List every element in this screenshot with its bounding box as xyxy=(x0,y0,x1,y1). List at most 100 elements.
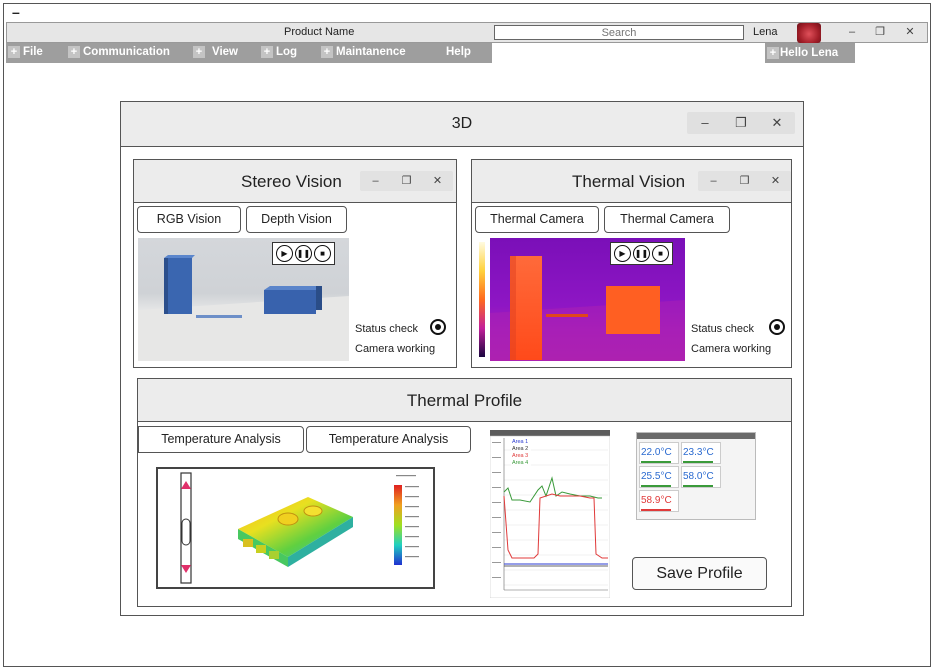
app-close-icon[interactable]: ✕ xyxy=(905,26,915,38)
tab-rgb-vision[interactable]: RGB Vision xyxy=(137,206,241,233)
app-minimize-icon[interactable]: – xyxy=(848,26,856,38)
thermal-vision-header: Thermal Vision – ❐ ✕ xyxy=(472,160,791,203)
plus-icon: + xyxy=(321,46,333,58)
reading-card: 23.3°C xyxy=(681,442,721,464)
play-icon[interactable]: ▶ xyxy=(276,245,293,262)
reading-bar xyxy=(641,509,671,511)
rgb-video-feed[interactable]: ▶ ❚❚ ■ xyxy=(138,238,349,361)
window-3d-header: 3D – ❐ ✕ xyxy=(121,102,803,147)
plus-icon: + xyxy=(193,46,205,58)
stereo-camera-status: Camera working xyxy=(355,343,436,355)
pause-icon[interactable]: ❚❚ xyxy=(633,245,650,262)
restore-icon[interactable]: ❐ xyxy=(735,115,747,130)
stop-icon[interactable]: ■ xyxy=(652,245,669,262)
stereo-vision-header: Stereo Vision – ❐ ✕ xyxy=(134,160,456,203)
stereo-status-check-label: Status check xyxy=(355,323,418,335)
thermal-vision-panel: Thermal Vision – ❐ ✕ Thermal Camera Ther… xyxy=(471,159,792,368)
minimize-icon[interactable]: – xyxy=(701,115,709,130)
thermal-profile-header: Thermal Profile xyxy=(138,379,791,422)
menu-label: Communication xyxy=(83,46,170,58)
stereo-vision-panel: Stereo Vision – ❐ ✕ RGB Vision Depth Vis… xyxy=(133,159,457,368)
reading-card: 25.5°C xyxy=(639,466,679,488)
reading-value: 58.9°C xyxy=(641,495,672,506)
thermal-media-controls: ▶ ❚❚ ■ xyxy=(610,242,673,265)
stereo-vision-controls: – ❐ ✕ xyxy=(360,171,453,191)
window-3d-controls: – ❐ ✕ xyxy=(687,112,795,134)
close-icon[interactable]: ✕ xyxy=(770,175,781,187)
temperature-readings-widget: 22.0°C 23.3°C 25.5°C 58.0°C 58.9°C xyxy=(636,432,756,520)
close-icon[interactable]: ✕ xyxy=(432,175,443,187)
readings-titlebar xyxy=(637,433,755,439)
menu-maintanence[interactable]: + Maintanence xyxy=(321,46,406,58)
thermal-model-viewport[interactable] xyxy=(156,467,435,589)
app-minimize-button[interactable]: – xyxy=(12,4,20,20)
plus-icon: + xyxy=(8,46,20,58)
reading-value: 25.5°C xyxy=(641,471,672,482)
chart-legend-area-1: Area 1 xyxy=(512,439,529,445)
reading-value: 22.0°C xyxy=(641,447,672,458)
app-restore-icon[interactable]: ❐ xyxy=(875,26,885,38)
minimize-icon[interactable]: – xyxy=(710,175,717,187)
reading-bar xyxy=(641,485,671,487)
thermal-camera-status: Camera working xyxy=(691,343,772,355)
product-name: Product Name xyxy=(284,26,355,38)
avatar[interactable] xyxy=(797,23,821,43)
stereo-vision-title: Stereo Vision xyxy=(241,172,342,191)
chart-legend-area-4: Area 4 xyxy=(512,460,529,466)
menu-bar: + File + Communication + View + Log + Maintan… xyxy=(6,43,492,63)
app-titlebar: Product Name Lena – ❐ ✕ xyxy=(6,22,928,43)
plus-icon: + xyxy=(68,46,80,58)
chart-legend-area-2: Area 2 xyxy=(512,446,529,452)
thermal-profile-panel: Thermal Profile Temperature Analysis Tem… xyxy=(137,378,792,607)
reading-bar xyxy=(683,461,713,463)
menu-communication[interactable]: + Communication xyxy=(68,46,170,58)
thermal-video-feed[interactable]: ▶ ❚❚ ■ xyxy=(476,238,685,361)
save-profile-button[interactable]: Save Profile xyxy=(632,557,767,590)
menu-label: Maintanence xyxy=(336,46,406,58)
reading-bar xyxy=(641,461,671,463)
menu-view[interactable]: + View xyxy=(193,46,238,58)
menu-label: View xyxy=(212,46,238,58)
stop-icon[interactable]: ■ xyxy=(314,245,331,262)
reading-value: 58.0°C xyxy=(683,471,714,482)
search-input[interactable] xyxy=(494,25,744,40)
rgb-media-controls: ▶ ❚❚ ■ xyxy=(272,242,335,265)
plus-icon: + xyxy=(261,46,273,58)
temperature-chart-plot xyxy=(489,430,611,599)
reading-card-alert: 58.9°C xyxy=(639,490,679,512)
menu-log[interactable]: + Log xyxy=(261,46,297,58)
window-3d-title: 3D xyxy=(451,115,473,132)
hello-user-menu[interactable]: + Hello Lena xyxy=(765,43,855,63)
close-icon[interactable]: ✕ xyxy=(771,115,783,130)
thermal-status-radio[interactable] xyxy=(769,319,785,335)
menu-label: Log xyxy=(276,46,298,58)
rgb-scene-image xyxy=(138,255,349,361)
restore-icon[interactable]: ❐ xyxy=(739,175,750,187)
tab-thermal-camera-2[interactable]: Thermal Camera xyxy=(604,206,730,233)
reading-card: 22.0°C xyxy=(639,442,679,464)
pause-icon[interactable]: ❚❚ xyxy=(295,245,312,262)
thermal-scene-image xyxy=(476,238,685,361)
tab-temperature-analysis-1[interactable]: Temperature Analysis xyxy=(138,426,304,453)
thermal-status-check-label: Status check xyxy=(691,323,754,335)
stereo-status-radio[interactable] xyxy=(430,319,446,335)
window-3d: 3D – ❐ ✕ Stereo Vision – ❐ ✕ RGB Vision … xyxy=(120,101,804,616)
reading-value: 23.3°C xyxy=(683,447,714,458)
chart-legend-area-3: Area 3 xyxy=(512,453,529,459)
reading-card: 58.0°C xyxy=(681,466,721,488)
menu-label: Help xyxy=(446,46,471,58)
thermal-vision-title: Thermal Vision xyxy=(572,172,686,191)
restore-icon[interactable]: ❐ xyxy=(401,175,412,187)
menu-help[interactable]: Help xyxy=(446,46,471,58)
tab-depth-vision[interactable]: Depth Vision xyxy=(246,206,347,233)
menu-label: File xyxy=(23,46,43,58)
menu-file[interactable]: + File xyxy=(8,46,43,58)
play-icon[interactable]: ▶ xyxy=(614,245,631,262)
tab-temperature-analysis-2[interactable]: Temperature Analysis xyxy=(306,426,471,453)
minimize-icon[interactable]: – xyxy=(372,175,379,187)
tab-thermal-camera-1[interactable]: Thermal Camera xyxy=(475,206,599,233)
plus-icon: + xyxy=(767,47,779,59)
reading-bar xyxy=(683,485,713,487)
username-label: Lena xyxy=(753,26,778,38)
thermal-vision-controls: – ❐ ✕ xyxy=(698,171,791,191)
